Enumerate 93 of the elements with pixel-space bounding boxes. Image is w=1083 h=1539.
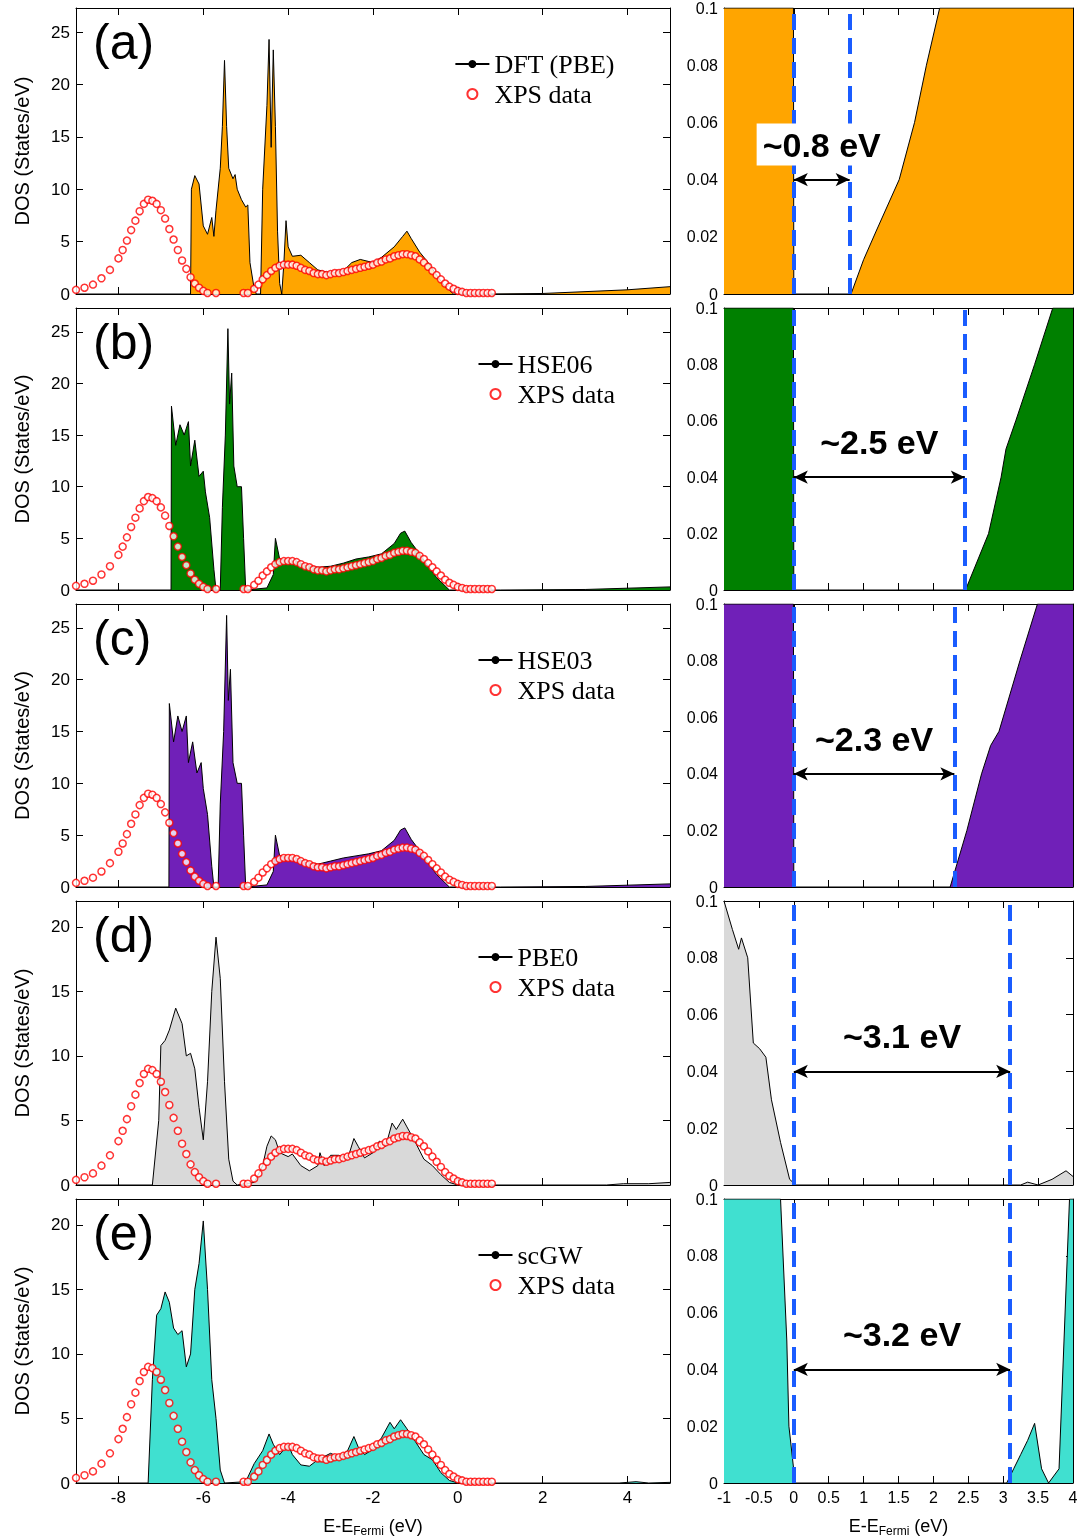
y-tick-label: 0.02: [686, 525, 719, 543]
y-tick-label: 10: [51, 179, 70, 199]
x-tick-label: -8: [110, 1488, 126, 1507]
y-axis-title: DOS (States/eV): [11, 671, 33, 820]
annotation: ~3.1 eV: [842, 1017, 962, 1056]
y-tick-label: 5: [60, 1110, 70, 1130]
x-tick-label: -0.5: [745, 1488, 773, 1506]
y-tick-label: 0: [709, 1474, 719, 1492]
y-axis-title: DOS (States/eV): [11, 968, 33, 1118]
y-tick-label: 15: [51, 981, 70, 1001]
y-tick-label: 0.04: [686, 171, 719, 189]
y-tick-label: 20: [51, 74, 70, 94]
x-tick-label: 2: [537, 1488, 548, 1507]
legend-label: HSE06: [517, 349, 593, 379]
x-tick-label: -4: [280, 1488, 296, 1507]
y-axis-title: DOS (States/eV): [11, 76, 33, 226]
legend-label: PBE0: [517, 942, 579, 972]
y-tick-label: 15: [51, 127, 70, 147]
y-tick-label: 0.02: [686, 228, 719, 246]
y-tick-label: 0.08: [686, 1247, 719, 1265]
legend-label: XPS data: [494, 79, 593, 109]
x-tick-label: -2: [365, 1488, 381, 1507]
x-tick-label: -6: [195, 1488, 211, 1507]
y-tick-label: 20: [51, 917, 70, 937]
y-tick-label: 10: [51, 773, 70, 793]
x-tick-label: 1: [859, 1488, 869, 1506]
y-tick-label: 0.02: [686, 821, 719, 839]
legend-label: XPS data: [517, 675, 616, 705]
y-tick-label: 0.04: [686, 765, 719, 783]
y-tick-label: 20: [51, 373, 70, 393]
y-tick-label: 5: [60, 232, 70, 252]
x-tick-label: 0.5: [817, 1488, 840, 1506]
y-tick-label: 0.06: [686, 412, 719, 430]
x-tick-label: -1: [716, 1488, 732, 1506]
y-tick-label: 0.08: [686, 56, 719, 74]
annotation: ~3.2 eV: [842, 1315, 962, 1354]
x-tick-label: 3.5: [1026, 1488, 1050, 1506]
x-tick-label: 4: [622, 1488, 633, 1507]
legend-label: scGW: [517, 1240, 583, 1270]
y-tick-label: 10: [51, 1344, 70, 1364]
y-tick-label: 0.06: [686, 708, 719, 726]
y-axis-title: DOS (States/eV): [11, 374, 33, 524]
y-tick-label: 15: [51, 1279, 70, 1299]
y-tick-label: 0.1: [695, 0, 719, 17]
x-tick-label: 1.5: [887, 1488, 910, 1506]
chart-title: (d): [93, 907, 155, 963]
y-tick-label: 0: [60, 877, 70, 897]
legend-label: DFT (PBE): [494, 49, 615, 79]
y-tick-label: 25: [51, 22, 70, 42]
y-tick-label: 0.04: [686, 1062, 719, 1080]
y-tick-label: 15: [51, 425, 70, 445]
chart-title: (e): [93, 1205, 155, 1261]
x-tick-label: 4: [1068, 1488, 1078, 1506]
y-tick-label: 0.06: [686, 1006, 719, 1024]
y-tick-label: 0: [60, 1473, 70, 1493]
y-tick-label: 0.08: [686, 355, 719, 373]
y-tick-label: 5: [60, 1408, 70, 1428]
y-tick-label: 5: [60, 825, 70, 845]
legend-label: HSE03: [517, 645, 593, 675]
y-tick-label: 0.04: [686, 468, 719, 486]
annotation: ~2.5 eV: [820, 423, 939, 462]
y-tick-label: 25: [51, 618, 70, 638]
y-tick-label: 0.08: [686, 652, 719, 670]
y-tick-label: 25: [51, 322, 70, 342]
x-tick-label: 0: [453, 1488, 463, 1507]
annotation: ~2.3 eV: [814, 719, 934, 758]
y-tick-label: 20: [51, 670, 70, 690]
y-tick-label: 0.02: [686, 1417, 719, 1435]
y-tick-label: 0: [60, 284, 70, 304]
y-tick-label: 0: [60, 580, 70, 600]
legend-label: XPS data: [517, 1270, 616, 1300]
y-tick-label: 20: [51, 1215, 70, 1235]
y-tick-label: 0: [60, 1175, 70, 1195]
y-tick-label: 0.06: [686, 113, 719, 131]
chart-title: (b): [93, 314, 155, 370]
x-tick-label: 2: [928, 1488, 938, 1506]
chart-title: (a): [93, 14, 155, 70]
y-tick-label: 0.04: [686, 1360, 719, 1378]
y-axis-title: DOS (States/eV): [11, 1266, 33, 1416]
y-tick-label: 0.02: [686, 1119, 719, 1137]
y-tick-label: 0.06: [686, 1304, 719, 1322]
x-tick-label: 0: [789, 1488, 799, 1506]
y-tick-label: 0.08: [686, 949, 719, 967]
y-tick-label: 10: [51, 477, 70, 497]
chart-title: (c): [93, 610, 152, 666]
y-tick-label: 10: [51, 1046, 70, 1066]
x-tick-label: 3: [998, 1488, 1008, 1506]
y-tick-label: 15: [51, 722, 70, 742]
annotation: ~0.8 eV: [762, 125, 882, 164]
y-tick-label: 5: [60, 528, 70, 548]
legend-label: XPS data: [517, 379, 616, 409]
x-tick-label: 2.5: [957, 1488, 980, 1506]
legend-label: XPS data: [517, 972, 616, 1002]
